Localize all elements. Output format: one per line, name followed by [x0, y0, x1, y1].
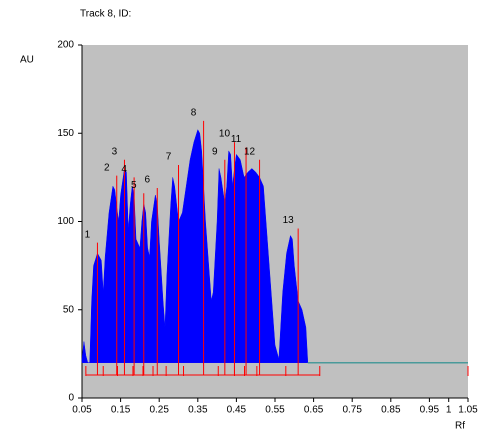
x-tick-label: 1.05 [458, 405, 478, 416]
peak-label: 2 [104, 162, 110, 173]
y-tick-label: 50 [63, 304, 75, 315]
x-tick-label: 0.75 [342, 405, 362, 416]
peak-label: 10 [219, 129, 231, 140]
x-tick-label: 0.85 [381, 405, 401, 416]
x-tick-label: 0.45 [227, 405, 247, 416]
chart-title: Track 8, ID: [80, 9, 131, 20]
peak-label: 8 [191, 108, 197, 119]
x-tick-label: 0.35 [188, 405, 208, 416]
x-tick-label: 1 [446, 405, 452, 416]
y-tick-label: 150 [57, 128, 74, 139]
peak-label: 6 [144, 175, 150, 186]
y-axis-label: AU [20, 55, 34, 66]
x-axis-label: Rf [455, 421, 465, 432]
x-tick-label: 0.15 [111, 405, 131, 416]
x-tick-label: 0.55 [265, 405, 285, 416]
peak-label: 1 [85, 229, 91, 240]
peak-label: 11 [231, 134, 242, 145]
y-tick-label: 0 [68, 393, 74, 404]
peak-label: 4 [121, 164, 127, 175]
peak-label: 3 [112, 146, 118, 157]
peak-label: 5 [131, 180, 137, 191]
peak-label: 9 [212, 146, 218, 157]
x-tick-label: 0.95 [420, 405, 440, 416]
x-tick-label: 0.65 [304, 405, 324, 416]
peak-label: 12 [244, 146, 256, 157]
peak-label: 13 [283, 215, 295, 226]
y-tick-label: 200 [57, 40, 74, 51]
x-tick-label: 0.25 [149, 405, 169, 416]
y-tick-label: 100 [57, 216, 74, 227]
peak-label: 7 [166, 152, 172, 163]
x-tick-label: 0.05 [72, 405, 92, 416]
